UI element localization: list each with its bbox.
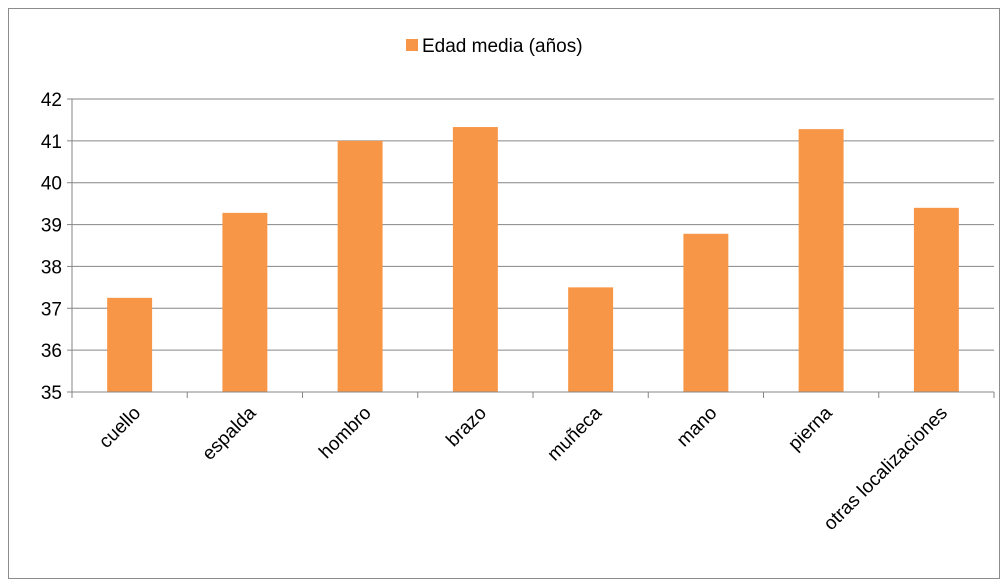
legend-swatch [406, 39, 418, 51]
gridlines [72, 98, 994, 351]
x-category-label: hombro [315, 403, 375, 463]
bar-6 [683, 233, 729, 392]
bar-7 [798, 129, 844, 392]
x-category-label: cuello [95, 403, 145, 453]
x-category-label: muñeca [544, 402, 607, 465]
y-tick-label: 40 [41, 174, 62, 195]
bar-3 [337, 140, 383, 392]
x-category-labels: cuello espalda hombro brazo muñeca mano pierna… [95, 402, 952, 534]
x-category-label: pierna [784, 402, 837, 455]
x-category-label: otras localizaciones [820, 403, 952, 535]
bar-chart: 35 36 37 38 39 40 41 42 cuello espalda hombro braz… [41, 36, 995, 535]
axes [67, 98, 995, 398]
x-category-label: brazo [442, 403, 490, 451]
chart-frame: 35 36 37 38 39 40 41 42 cuello espalda hombro braz… [8, 8, 1000, 579]
bar-5 [568, 287, 614, 392]
y-tick-label: 42 [41, 90, 62, 111]
x-category-label: espalda [198, 402, 260, 464]
x-category-label: mano [673, 403, 721, 451]
y-tick-label: 41 [41, 132, 62, 153]
y-tick-label: 35 [41, 383, 62, 404]
bar-8 [913, 207, 959, 392]
bar-2 [222, 212, 268, 392]
y-tick-label: 36 [41, 341, 62, 362]
bar-1 [107, 297, 153, 392]
legend: Edad media (años) [406, 36, 583, 57]
y-tick-label: 37 [41, 299, 62, 320]
bar-4 [452, 127, 498, 393]
y-tick-labels: 35 36 37 38 39 40 41 42 [41, 90, 62, 404]
y-tick-label: 39 [41, 216, 62, 237]
y-tick-label: 38 [41, 257, 62, 278]
bars [107, 127, 959, 393]
legend-label: Edad media (años) [422, 36, 583, 57]
